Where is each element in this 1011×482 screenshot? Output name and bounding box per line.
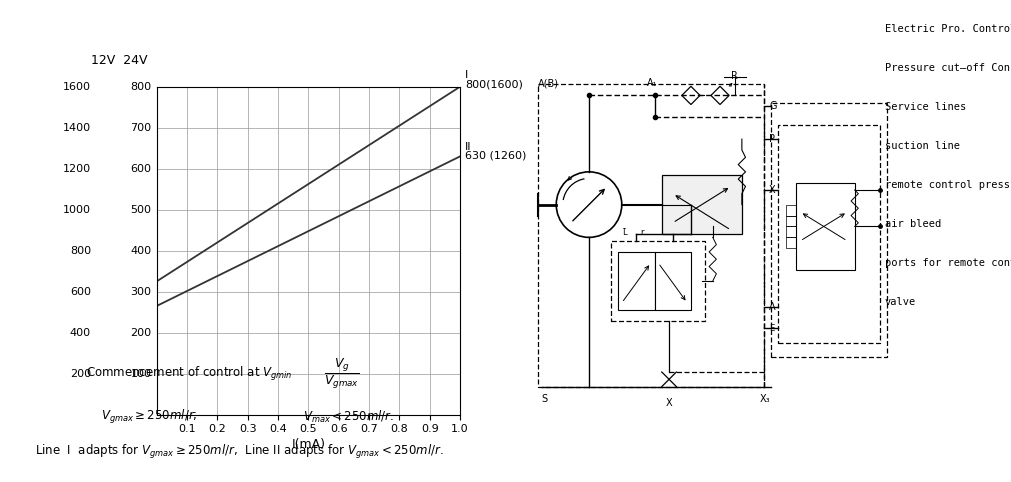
Text: $\dfrac{V_g}{V_{gmax}}$: $\dfrac{V_g}{V_{gmax}}$: [324, 357, 359, 390]
Text: Commencement of control at $V_{gmin}$: Commencement of control at $V_{gmin}$: [86, 364, 292, 383]
Text: 600: 600: [130, 164, 152, 174]
Text: 500: 500: [130, 205, 152, 214]
Text: valve: valve: [885, 297, 916, 308]
Text: 630 (1260): 630 (1260): [465, 151, 527, 161]
Text: R: R: [731, 71, 738, 81]
Text: 200: 200: [70, 369, 91, 378]
Text: X: X: [666, 398, 672, 407]
Bar: [778, 124, 881, 343]
Text: 100: 100: [130, 369, 152, 378]
Bar: [786, 227, 797, 237]
Text: 400: 400: [130, 246, 152, 255]
Text: air bleed: air bleed: [885, 219, 941, 229]
Bar: [538, 84, 763, 387]
Text: G: G: [769, 101, 776, 111]
Bar: [797, 183, 854, 270]
Bar: [786, 215, 797, 227]
Text: 400: 400: [70, 328, 91, 337]
Text: suction line: suction line: [885, 141, 959, 151]
Bar: [662, 175, 742, 234]
Text: A: A: [769, 302, 775, 311]
Text: I: I: [465, 70, 468, 80]
Text: II: II: [465, 142, 471, 152]
Text: L̄: L̄: [622, 228, 627, 237]
Text: r: r: [640, 228, 643, 237]
Text: 1200: 1200: [63, 164, 91, 174]
Text: 1400: 1400: [63, 123, 91, 133]
Text: Pressure cut–off Connections: Pressure cut–off Connections: [885, 63, 1011, 73]
Text: remote control pressure: remote control pressure: [885, 180, 1011, 190]
Text: 12V  24V: 12V 24V: [91, 54, 148, 67]
Text: A(B): A(B): [538, 78, 559, 88]
Text: 300: 300: [130, 287, 152, 296]
Text: A₁: A₁: [647, 78, 658, 88]
Text: 1000: 1000: [63, 205, 91, 214]
Bar: [654, 252, 691, 310]
X-axis label: I(mA): I(mA): [291, 439, 326, 452]
Text: 600: 600: [70, 287, 91, 296]
Text: 800: 800: [130, 82, 152, 92]
Bar: [786, 204, 797, 215]
Bar: [771, 103, 888, 358]
Text: Electric Pro. Control with: Electric Pro. Control with: [885, 24, 1011, 34]
Text: 800: 800: [70, 246, 91, 255]
Text: $V_{max}<250ml/r.$: $V_{max}<250ml/r.$: [303, 409, 394, 425]
Text: Service lines: Service lines: [885, 102, 966, 112]
Text: 1600: 1600: [63, 82, 91, 92]
Text: E: E: [769, 324, 774, 333]
Text: $V_{gmax}\geq 250ml/r$;: $V_{gmax}\geq 250ml/r$;: [101, 408, 197, 426]
Text: P: P: [769, 134, 775, 144]
Text: 800(1600): 800(1600): [465, 80, 523, 89]
Bar: [786, 237, 797, 248]
Text: 200: 200: [130, 328, 152, 337]
Text: Line  I  adapts for $V_{gmax}\geq 250ml/r$,  Line II adapts for $V_{gmax}<250ml/: Line I adapts for $V_{gmax}\geq 250ml/r$…: [35, 443, 444, 461]
Bar: [611, 241, 706, 321]
Text: X₃: X₃: [760, 394, 770, 404]
Bar: [618, 252, 654, 310]
Text: 700: 700: [130, 123, 152, 133]
Text: ports for remote control: ports for remote control: [885, 258, 1011, 268]
Text: X: X: [769, 185, 775, 195]
Text: S: S: [542, 394, 548, 404]
